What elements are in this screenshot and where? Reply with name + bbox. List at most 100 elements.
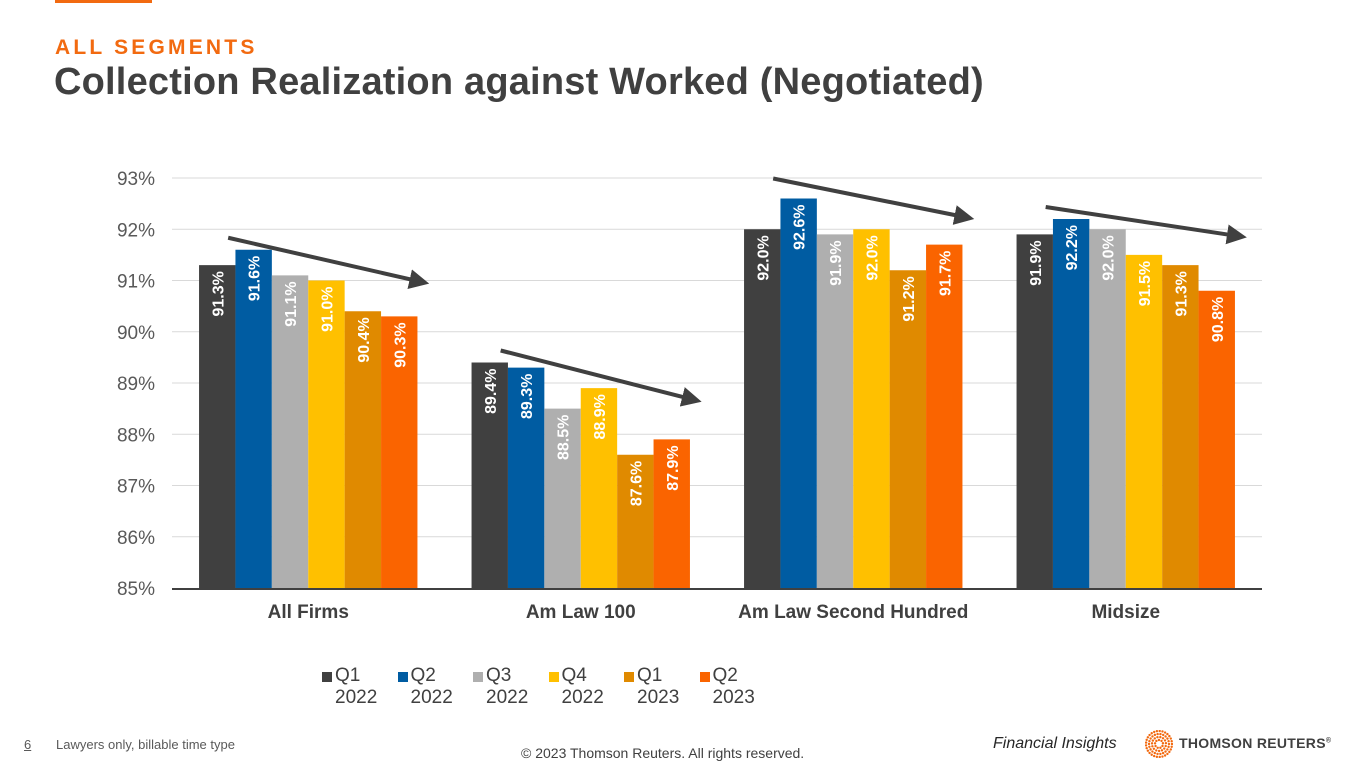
- data-label: 89.4%: [483, 369, 500, 414]
- y-axis-ticks: 85% 86% 87% 88% 89% 90% 91% 92% 93%: [117, 169, 155, 600]
- y-tick-label: 92%: [117, 220, 155, 241]
- logo-dot: [1149, 748, 1152, 751]
- logo-dot: [1151, 735, 1154, 738]
- logo-dot: [1153, 737, 1156, 740]
- y-tick-label: 89%: [117, 374, 155, 395]
- logo-dot: [1161, 755, 1164, 758]
- bar: [235, 249, 272, 588]
- legend-item: Q1 2023: [624, 665, 700, 709]
- data-label: 91.1%: [283, 281, 300, 326]
- logo-dot: [1166, 748, 1169, 751]
- logo-dot: [1163, 739, 1167, 742]
- logo-dot: [1153, 751, 1157, 755]
- bar: [653, 439, 690, 588]
- data-label: 88.9%: [592, 394, 609, 439]
- legend-label-line: 2022: [486, 687, 529, 708]
- logo-dot: [1157, 738, 1161, 742]
- legend-item: Q2 2022: [397, 665, 474, 709]
- bar: [780, 198, 817, 588]
- data-label: 91.7%: [937, 251, 954, 296]
- y-tick-label: 87%: [117, 477, 155, 498]
- data-label: 92.0%: [1101, 235, 1118, 280]
- logo-dot: [1151, 750, 1154, 753]
- logo-dot: [1150, 742, 1154, 745]
- legend-label-line: Q1: [637, 665, 663, 686]
- legend: Q1 2022 Q2 2022 Q3 2022 Q4 2022 Q1 2023 Q2 2023: [322, 665, 775, 709]
- bar: [1089, 229, 1126, 588]
- logo-dot: [1159, 735, 1162, 739]
- logo-dot: [1161, 742, 1165, 745]
- logo-dot: [1167, 740, 1170, 743]
- logo-dot: [1146, 749, 1150, 752]
- logo-dot: [1168, 750, 1171, 754]
- logo-dot: [1153, 742, 1157, 745]
- logo-dot: [1170, 742, 1173, 746]
- legend-item: Q3 2022: [473, 665, 549, 709]
- section-eyebrow: ALL SEGMENTS: [55, 36, 258, 59]
- page-number: 6: [24, 737, 32, 752]
- footnote: Lawyers only, billable time type: [56, 737, 235, 752]
- legend-item: Q1 2022: [322, 665, 398, 709]
- trend-arrow: [227, 235, 430, 289]
- logo-dot: [1157, 749, 1161, 753]
- logo-dot: [1161, 730, 1164, 733]
- bar: [580, 388, 618, 588]
- legend-label: Q4 2022: [562, 665, 604, 709]
- trend-arrow: [1045, 205, 1247, 245]
- data-label: 92.2%: [1064, 225, 1081, 270]
- logo-dot: [1145, 738, 1148, 742]
- logo-dot: [1148, 733, 1151, 737]
- logo-dot: [1170, 740, 1173, 743]
- logo-dot: [1148, 739, 1151, 743]
- data-label: 92.6%: [792, 205, 809, 250]
- logo-dot: [1167, 745, 1170, 749]
- logo-dot: [1161, 733, 1165, 737]
- logo-dot: [1158, 755, 1161, 758]
- logo-dot: [1148, 745, 1151, 748]
- logo-dot: [1166, 732, 1169, 736]
- data-label: 89.3%: [519, 374, 536, 419]
- logo-dot: [1150, 732, 1153, 735]
- bars: [199, 198, 1235, 588]
- logo-dot: [1170, 745, 1173, 748]
- logo-dot: [1156, 732, 1159, 736]
- bar: [1125, 254, 1163, 588]
- logo-dot: [1160, 749, 1164, 752]
- y-tick-label: 93%: [117, 169, 155, 190]
- logo-dot: [1161, 744, 1164, 748]
- logo-dot: [1155, 755, 1159, 758]
- logo-dot: [1164, 744, 1167, 748]
- logo-dot: [1166, 737, 1169, 740]
- logo-dot: [1155, 739, 1158, 743]
- legend-label-line: Q1: [335, 665, 361, 686]
- data-label: 92.0%: [755, 235, 772, 280]
- bar: [381, 316, 418, 588]
- accent-bar: [55, 0, 152, 3]
- data-label: 87.6%: [628, 461, 645, 506]
- bar: [308, 280, 345, 588]
- logo-dot: [1166, 752, 1169, 756]
- trend-arrows: [227, 176, 1247, 407]
- legend-label: Q1 2023: [637, 665, 679, 709]
- logo-dot: [1161, 751, 1165, 755]
- logo-dot: [1152, 747, 1156, 750]
- data-label: 91.5%: [1137, 261, 1154, 306]
- bar: [471, 362, 508, 588]
- data-labels: 91.3% 91.6% 91.1% 91.0% 90.4% 90.3% 89.4% 89.3%…: [210, 205, 1227, 507]
- product-name: Financial Insights: [993, 735, 1117, 752]
- logo-dot: [1155, 730, 1159, 733]
- logo-dot: [1161, 737, 1165, 740]
- y-tick-label: 88%: [117, 425, 155, 446]
- logo-dot: [1169, 748, 1172, 751]
- data-label: 90.3%: [392, 322, 409, 367]
- logo-dot: [1160, 739, 1163, 743]
- logo-dot: [1164, 735, 1167, 738]
- legend-label-line: 2022: [561, 687, 604, 708]
- legend-label-line: Q3: [486, 665, 512, 686]
- data-label: 91.2%: [901, 276, 918, 321]
- logo-dot: [1147, 742, 1151, 746]
- legend-swatch: [624, 672, 634, 682]
- data-label: 92.0%: [864, 235, 881, 280]
- thomson-reuters-logo-icon: [1145, 730, 1173, 758]
- category-labels: All Firms Am Law 100 Am Law Second Hundred…: [268, 602, 1160, 623]
